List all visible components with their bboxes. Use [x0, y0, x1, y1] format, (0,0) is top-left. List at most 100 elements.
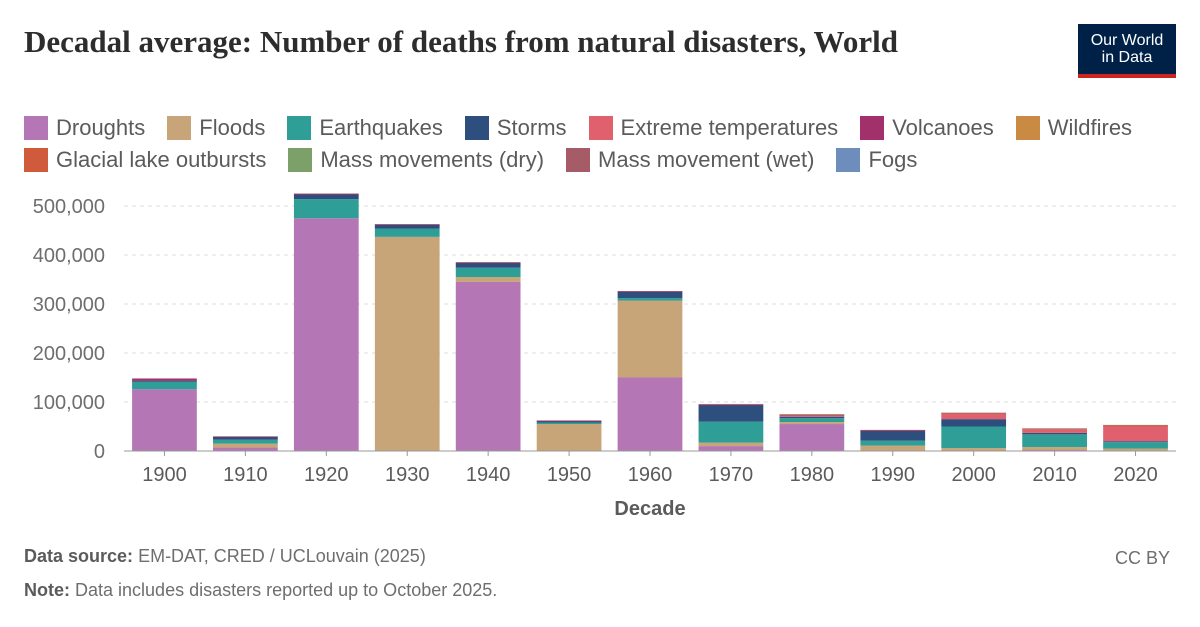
- bar-mass-movement-wet[interactable]: [779, 414, 845, 415]
- legend-swatch: [24, 116, 48, 140]
- bar-earthquakes[interactable]: [374, 228, 440, 237]
- bar-floods[interactable]: [860, 445, 926, 451]
- bar-storms[interactable]: [213, 436, 278, 440]
- legend-item-fogs[interactable]: Fogs: [836, 148, 917, 172]
- bar-earthquakes[interactable]: [1022, 434, 1087, 448]
- legend-label: Mass movements (dry): [320, 147, 545, 172]
- bar-storms[interactable]: [374, 224, 440, 229]
- bar-storms[interactable]: [779, 416, 845, 419]
- bar-extreme-temperatures[interactable]: [779, 416, 845, 417]
- bar-mass-movement-wet[interactable]: [374, 224, 440, 225]
- bar-mass-movement-wet[interactable]: [213, 436, 278, 437]
- bar-earthquakes[interactable]: [293, 199, 359, 219]
- bar-mass-movement-wet[interactable]: [1022, 428, 1087, 429]
- bar-droughts[interactable]: [293, 218, 359, 451]
- bar-volcanoes[interactable]: [132, 378, 197, 381]
- bar-droughts[interactable]: [132, 389, 197, 451]
- bar-earthquakes[interactable]: [941, 426, 1007, 449]
- x-tick-label: 1960: [628, 464, 673, 486]
- bar-earthquakes[interactable]: [698, 421, 764, 443]
- legend-item-mass-movements-dry[interactable]: Mass movements (dry): [288, 148, 544, 172]
- bar-earthquakes[interactable]: [132, 381, 197, 390]
- legend-swatch: [167, 116, 192, 140]
- bar-droughts[interactable]: [455, 281, 521, 451]
- note: Note: Data includes disasters reported u…: [24, 580, 497, 601]
- bar-volcanoes[interactable]: [455, 262, 521, 264]
- bar-mass-movement-wet[interactable]: [536, 420, 602, 421]
- bar-storms[interactable]: [455, 262, 521, 268]
- legend-swatch: [24, 148, 48, 172]
- legend-item-floods[interactable]: Floods: [167, 116, 265, 140]
- y-tick-label: 300,000: [33, 294, 105, 316]
- legend-item-droughts[interactable]: Droughts: [24, 116, 145, 140]
- bar-earthquakes[interactable]: [213, 439, 278, 444]
- bar-wildfires[interactable]: [1103, 425, 1168, 427]
- bar-floods[interactable]: [698, 442, 764, 447]
- bar-volcanoes[interactable]: [293, 193, 359, 195]
- legend-item-wildfires[interactable]: Wildfires: [1015, 116, 1132, 140]
- bar-earthquakes[interactable]: [1103, 442, 1168, 449]
- legend-item-storms[interactable]: Storms: [464, 116, 567, 140]
- x-tick-label: 2020: [1113, 464, 1158, 486]
- bar-floods[interactable]: [374, 236, 440, 451]
- bar-mass-movement-wet[interactable]: [698, 403, 764, 405]
- bar-extreme-temperatures[interactable]: [941, 413, 1007, 420]
- legend-item-extreme-temperatures[interactable]: Extreme temperatures: [588, 116, 838, 140]
- bar-floods[interactable]: [941, 448, 1007, 451]
- bar-droughts[interactable]: [213, 447, 278, 451]
- bar-wildfires[interactable]: [779, 414, 845, 416]
- legend-swatch: [1015, 116, 1040, 140]
- bar-mass-movement-wet[interactable]: [860, 429, 926, 431]
- bar-storms[interactable]: [132, 380, 197, 382]
- legend-item-mass-movement-wet[interactable]: Mass movement (wet): [566, 148, 814, 172]
- bar-floods[interactable]: [1103, 448, 1168, 451]
- bar-storms[interactable]: [293, 194, 359, 200]
- bar-earthquakes[interactable]: [779, 418, 845, 423]
- legend: Droughts Floods Earthquakes Storms Extreme t…: [24, 116, 1184, 172]
- bar-droughts[interactable]: [779, 424, 845, 451]
- bar-floods[interactable]: [1022, 447, 1087, 451]
- bar-storms[interactable]: [860, 430, 926, 441]
- bar-mass-movement-wet[interactable]: [293, 193, 359, 195]
- legend-swatch: [860, 116, 885, 140]
- bar-volcanoes[interactable]: [860, 430, 926, 431]
- x-tick-label: 1900: [142, 464, 187, 486]
- source-text: EM-DAT, CRED / UCLouvain (2025): [138, 546, 426, 566]
- bar-volcanoes[interactable]: [779, 414, 845, 417]
- bar-floods[interactable]: [536, 424, 602, 451]
- legend-item-volcanoes[interactable]: Volcanoes: [860, 116, 994, 140]
- legend-item-earthquakes[interactable]: Earthquakes: [287, 116, 443, 140]
- bar-floods[interactable]: [617, 300, 683, 378]
- bar-earthquakes[interactable]: [455, 267, 521, 278]
- bar-floods[interactable]: [779, 422, 845, 425]
- bar-mass-movement-wet[interactable]: [1103, 424, 1168, 426]
- bar-volcanoes[interactable]: [536, 420, 602, 422]
- bar-earthquakes[interactable]: [617, 298, 683, 301]
- bar-storms[interactable]: [1022, 432, 1087, 435]
- bar-earthquakes[interactable]: [536, 422, 602, 425]
- bar-floods[interactable]: [213, 443, 278, 448]
- bar-floods[interactable]: [455, 277, 521, 282]
- legend-label: Droughts: [56, 115, 146, 140]
- license-link[interactable]: CC BY: [1114, 548, 1170, 568]
- bar-mass-movement-wet[interactable]: [941, 412, 1007, 414]
- bar-droughts[interactable]: [617, 377, 683, 452]
- bar-volcanoes[interactable]: [698, 404, 764, 406]
- bar-storms[interactable]: [536, 421, 602, 423]
- bar-storms[interactable]: [617, 291, 683, 299]
- bar-storms[interactable]: [698, 404, 764, 422]
- bar-storms[interactable]: [941, 419, 1007, 427]
- bar-storms[interactable]: [1103, 441, 1168, 443]
- bar-wildfires[interactable]: [941, 413, 1007, 414]
- bar-extreme-temperatures[interactable]: [1022, 428, 1087, 433]
- owid-logo[interactable]: Our World in Data: [1078, 24, 1176, 78]
- bar-extreme-temperatures[interactable]: [1103, 425, 1168, 442]
- legend-item-glacial-lake-outbursts[interactable]: Glacial lake outbursts: [24, 148, 266, 172]
- bar-volcanoes[interactable]: [617, 291, 683, 293]
- bar-wildfires[interactable]: [1022, 428, 1087, 430]
- bar-mass-movement-wet[interactable]: [455, 262, 521, 263]
- bar-earthquakes[interactable]: [860, 440, 926, 446]
- legend-swatch: [566, 148, 591, 172]
- bar-mass-movement-wet[interactable]: [617, 291, 683, 292]
- bar-droughts[interactable]: [698, 446, 764, 451]
